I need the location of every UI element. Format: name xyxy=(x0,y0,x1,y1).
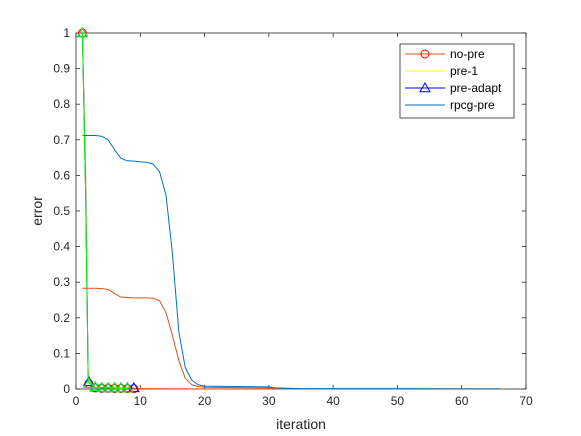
series-unlabeled-4 xyxy=(82,287,501,390)
legend-label: no-pre xyxy=(450,47,485,61)
x-tick-label: 30 xyxy=(262,394,276,408)
x-tick-label: 40 xyxy=(326,394,340,408)
x-tick-label: 0 xyxy=(73,394,80,408)
data-point-triangle xyxy=(82,375,95,387)
y-tick-label: 0.6 xyxy=(53,168,70,182)
data-point-triangle xyxy=(102,381,115,393)
data-point-triangle xyxy=(108,381,121,393)
y-axis: 0 0.1 0.2 0.3 0.4 0.5 0.6 0.7 0.8 0.9 1 xyxy=(53,26,526,396)
data-point-triangle xyxy=(76,26,89,38)
legend-item: rpcg-pre xyxy=(405,98,495,112)
series-layer xyxy=(76,26,501,394)
series-rpcg-pre xyxy=(82,135,501,390)
data-point-triangle xyxy=(127,381,140,393)
y-tick-label: 0 xyxy=(63,382,70,396)
legend-marker-circle xyxy=(420,49,430,59)
data-point-triangle xyxy=(89,380,102,392)
y-axis-title: error xyxy=(29,196,45,226)
data-point-triangle xyxy=(121,382,134,393)
legend-item: pre-1 xyxy=(405,64,478,78)
series-line xyxy=(81,32,128,389)
x-tick-label: 10 xyxy=(134,394,148,408)
legend-item: pre-adapt xyxy=(405,81,502,95)
y-tick-label: 0.3 xyxy=(53,275,70,289)
legend-label: pre-adapt xyxy=(450,81,502,95)
y-tick-label: 0.1 xyxy=(53,346,70,360)
series-line xyxy=(82,135,501,390)
y-tick-label: 1 xyxy=(63,26,70,40)
legend-box xyxy=(399,43,515,119)
x-tick-label: 50 xyxy=(391,394,405,408)
data-point-triangle xyxy=(82,377,95,388)
x-tick-label: 20 xyxy=(198,394,212,408)
x-axis: 0 10 20 30 40 50 60 70 xyxy=(73,33,533,408)
y-tick-label: 0.8 xyxy=(53,97,70,111)
y-tick-label: 0.7 xyxy=(53,133,70,147)
series-unlabeled-3 xyxy=(76,26,134,393)
legend-label: rpcg-pre xyxy=(450,98,495,112)
series-line xyxy=(82,287,501,390)
legend: no-pre pre-1 pre-adapt rpcg-pre xyxy=(399,43,515,119)
x-tick-label: 70 xyxy=(519,394,533,408)
legend-label: pre-1 xyxy=(450,64,478,78)
x-tick-label: 60 xyxy=(455,394,469,408)
y-tick-label: 0.2 xyxy=(53,311,70,325)
data-point-triangle xyxy=(115,381,127,393)
data-point-triangle xyxy=(95,381,108,392)
y-tick-label: 0.5 xyxy=(53,204,70,218)
y-tick-label: 0.4 xyxy=(53,240,70,254)
legend-item: no-pre xyxy=(405,47,485,61)
y-tick-label: 0.9 xyxy=(53,62,70,76)
x-axis-title: iteration xyxy=(276,416,326,432)
legend-marker-triangle xyxy=(419,81,431,93)
